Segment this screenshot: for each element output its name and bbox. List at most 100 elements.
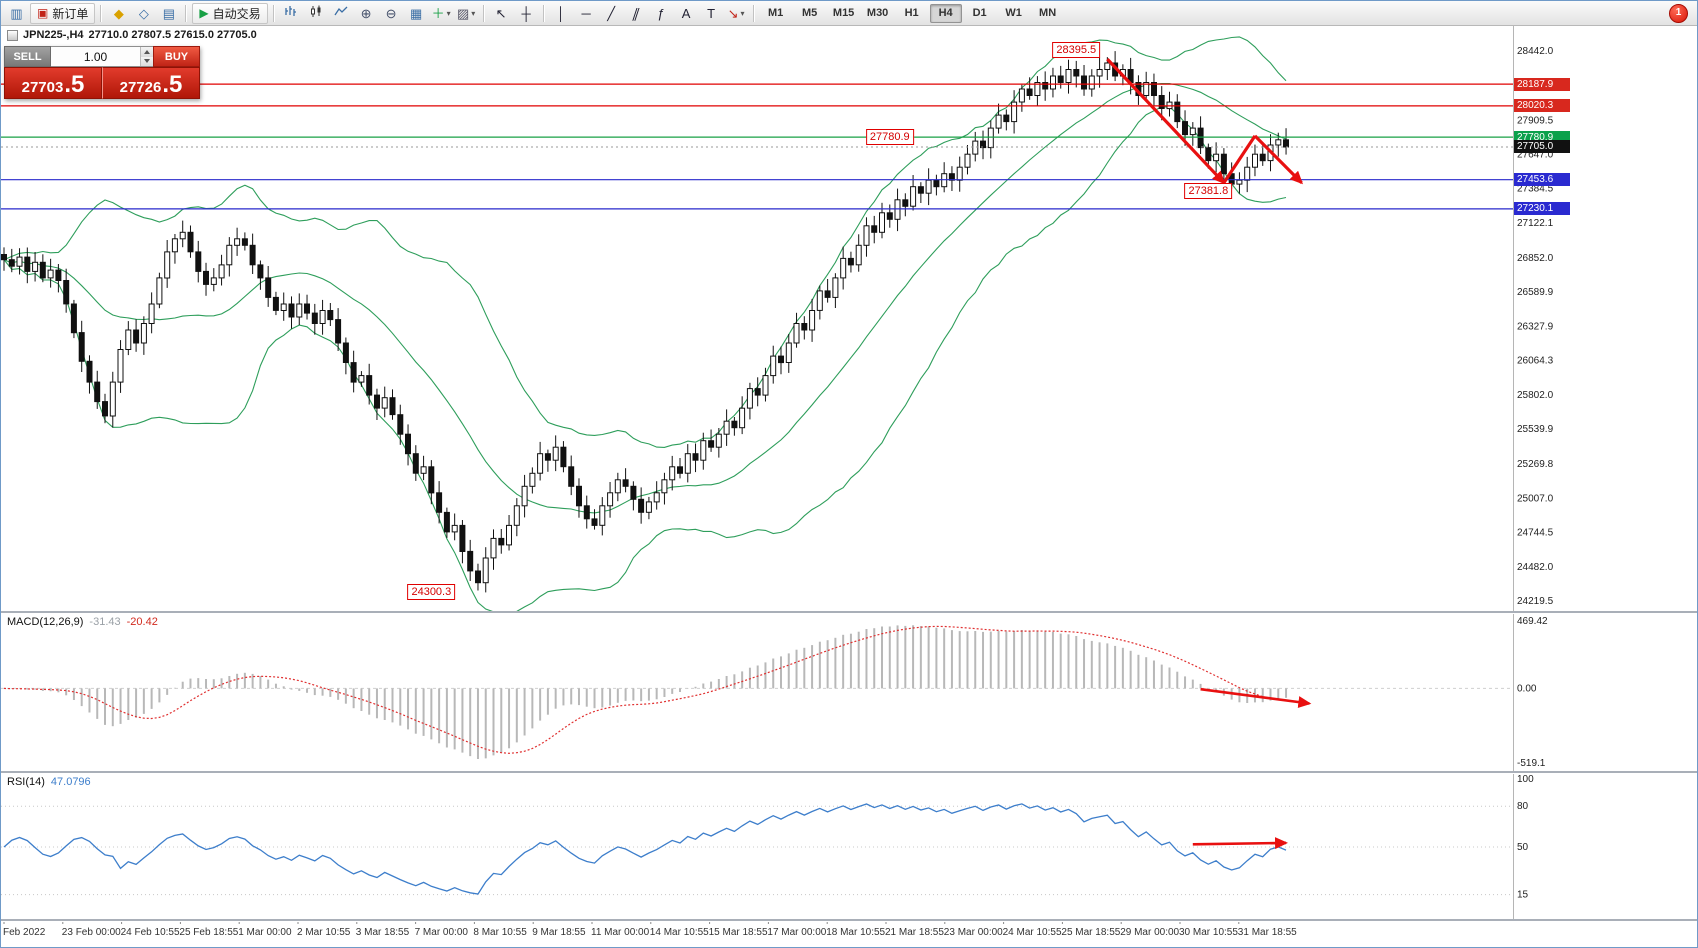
- timeframe-d1-button[interactable]: D1: [972, 6, 987, 19]
- label-icon[interactable]: T: [700, 3, 723, 24]
- timeframe-m30-button[interactable]: M30: [866, 6, 889, 19]
- text-icon[interactable]: A: [675, 3, 698, 24]
- time-axis-label: 24 Mar 10:55: [1003, 927, 1062, 938]
- sell-button[interactable]: SELL: [4, 46, 51, 67]
- timeframe-m5-button[interactable]: M5: [801, 6, 818, 19]
- macd-name: MACD(12,26,9): [7, 616, 84, 628]
- buy-price[interactable]: 27726.5: [102, 67, 200, 99]
- indicators-caret-icon[interactable]: ▾: [446, 8, 451, 18]
- price-tick-label: 25269.8: [1517, 459, 1554, 470]
- buy-button[interactable]: BUY: [153, 46, 200, 67]
- trend-arrow: [1222, 135, 1257, 184]
- timeframe-h1-button[interactable]: H1: [904, 6, 919, 19]
- terminal-icon[interactable]: ▤: [157, 3, 180, 24]
- market-watch-icon[interactable]: ◆: [107, 3, 130, 24]
- rsi-axis-label: 100: [1517, 774, 1534, 785]
- rsi-axis-label: 15: [1517, 890, 1529, 901]
- templates-caret-icon[interactable]: ▾: [471, 8, 476, 18]
- bar-chart-icon[interactable]: [280, 3, 303, 24]
- toolbar-separator: [185, 4, 188, 22]
- volume-increase-button[interactable]: [141, 47, 153, 57]
- macd-main-value: -31.43: [89, 616, 121, 628]
- time-axis[interactable]: Feb 2022 23 Feb 00:00 24 Feb 10:55 25 Feb 1…: [3, 920, 1297, 938]
- horizontal-line-glyph: ─: [581, 5, 591, 21]
- tile-windows-icon[interactable]: ▦: [405, 3, 428, 24]
- rsi-layer: [1, 803, 1513, 896]
- horizontal-line-icon[interactable]: ─: [575, 3, 598, 24]
- time-axis-label: 23 Feb 00:00: [62, 927, 121, 938]
- navigator-glyph: ◇: [138, 5, 149, 21]
- rsi-trend-arrow: [1192, 837, 1289, 850]
- tile-windows-glyph: ▦: [409, 5, 423, 21]
- trendline-icon[interactable]: ╱: [600, 3, 623, 24]
- timeframe-m1-button[interactable]: M1: [767, 6, 784, 19]
- timeframe-w1-button[interactable]: W1: [1005, 6, 1022, 19]
- notification-badge[interactable]: 1: [1669, 4, 1688, 23]
- cursor-icon[interactable]: ↖: [490, 3, 513, 24]
- indicators-icon[interactable]: ＋ ▾: [430, 3, 453, 24]
- toolbar-separator: [100, 4, 103, 22]
- one-click-trading-panel: SELL 1.00 BUY 27703.5 27726.5: [4, 46, 200, 99]
- time-axis-label: 25 Feb 18:55: [179, 927, 238, 938]
- macd-axis-label: 0.00: [1517, 683, 1537, 694]
- time-axis-label: 24 Feb 10:55: [121, 927, 180, 938]
- crosshair-icon[interactable]: ┼: [515, 3, 538, 24]
- arrow-tool-icon[interactable]: ↘ ▾: [725, 3, 748, 24]
- time-axis-label: 1 Mar 00:00: [238, 927, 292, 938]
- zoom-out-icon[interactable]: ⊖: [380, 3, 403, 24]
- macd-trend-arrow: [1200, 687, 1312, 709]
- price-tick-label: 24744.5: [1517, 528, 1554, 539]
- macd-signal-value: -20.42: [126, 616, 158, 628]
- vertical-line-icon[interactable]: │: [550, 3, 573, 24]
- macd-axis-label: -519.1: [1517, 758, 1546, 769]
- time-axis-label: 2 Mar 10:55: [297, 927, 351, 938]
- sell-price-main: 27703: [21, 79, 64, 96]
- fibonacci-glyph: ƒ: [657, 5, 665, 21]
- time-axis-label: 30 Mar 10:55: [1179, 927, 1238, 938]
- sell-price-fraction: .5: [64, 71, 85, 99]
- arrow-tool-glyph: ↘: [727, 5, 739, 21]
- bar-chart-glyph: [284, 4, 298, 23]
- macd-axis-label: 469.42: [1517, 616, 1548, 627]
- navigator-icon[interactable]: ◇: [132, 3, 155, 24]
- autotrade-glyph: ▶: [199, 6, 209, 20]
- zoom-in-icon[interactable]: ⊕: [355, 3, 378, 24]
- volume-field[interactable]: 1.00: [51, 46, 153, 67]
- price-tick-label: 26589.9: [1517, 287, 1554, 298]
- market-watch-glyph: ◆: [113, 5, 124, 21]
- price-tick-label: 27909.5: [1517, 115, 1554, 126]
- vertical-line-glyph: │: [557, 5, 566, 21]
- fibonacci-icon[interactable]: ƒ: [650, 3, 673, 24]
- timeframe-h4-button[interactable]: H4: [929, 3, 962, 23]
- toolbar: ▥ ▣ 新订单 ◆ ◇ ▤ ▶ 自动交易 ⊕ ⊖ ▦ ＋ ▾ ▨ ▾ ↖ ┼ │ ─ ╱ ∥ ƒ A T ↘ ▾ M1 M5 M15 M3…: [1, 1, 1697, 26]
- buy-price-fraction: .5: [162, 71, 183, 99]
- label-glyph: T: [707, 5, 716, 21]
- rsi-axis-label: 50: [1517, 842, 1529, 853]
- templates-icon[interactable]: ▨ ▾: [455, 3, 478, 24]
- equidistant-channel-icon[interactable]: ∥: [625, 3, 648, 24]
- panel-separator[interactable]: [1, 611, 1697, 614]
- timeframe-mn-button[interactable]: MN: [1039, 6, 1057, 19]
- panel-separator[interactable]: [1, 919, 1697, 922]
- new-order-label: 新订单: [52, 6, 89, 21]
- volume-value[interactable]: 1.00: [83, 49, 108, 64]
- toolbar-separator: [272, 4, 275, 22]
- line-chart-icon[interactable]: [330, 3, 353, 24]
- macd-label: MACD(12,26,9) -31.43 -20.42: [7, 616, 158, 628]
- macd-layer: [1, 625, 1513, 759]
- indicators-glyph: ＋: [431, 5, 445, 21]
- volume-decrease-button[interactable]: [141, 56, 153, 66]
- price-tick-label: 24482.0: [1517, 562, 1554, 573]
- new-chart-icon[interactable]: ▥: [5, 3, 28, 24]
- new-order-button[interactable]: ▣ 新订单: [30, 2, 96, 24]
- trendline-glyph: ╱: [607, 5, 616, 21]
- arrow-tool-caret-icon[interactable]: ▾: [740, 8, 745, 18]
- autotrade-button[interactable]: ▶ 自动交易: [192, 2, 268, 24]
- candlestick-chart-icon[interactable]: [305, 3, 328, 24]
- timeframe-m15-button[interactable]: M15: [832, 6, 855, 19]
- panel-separator[interactable]: [1, 771, 1697, 774]
- price-tick-label: 27384.5: [1517, 184, 1554, 195]
- sell-price[interactable]: 27703.5: [4, 67, 102, 99]
